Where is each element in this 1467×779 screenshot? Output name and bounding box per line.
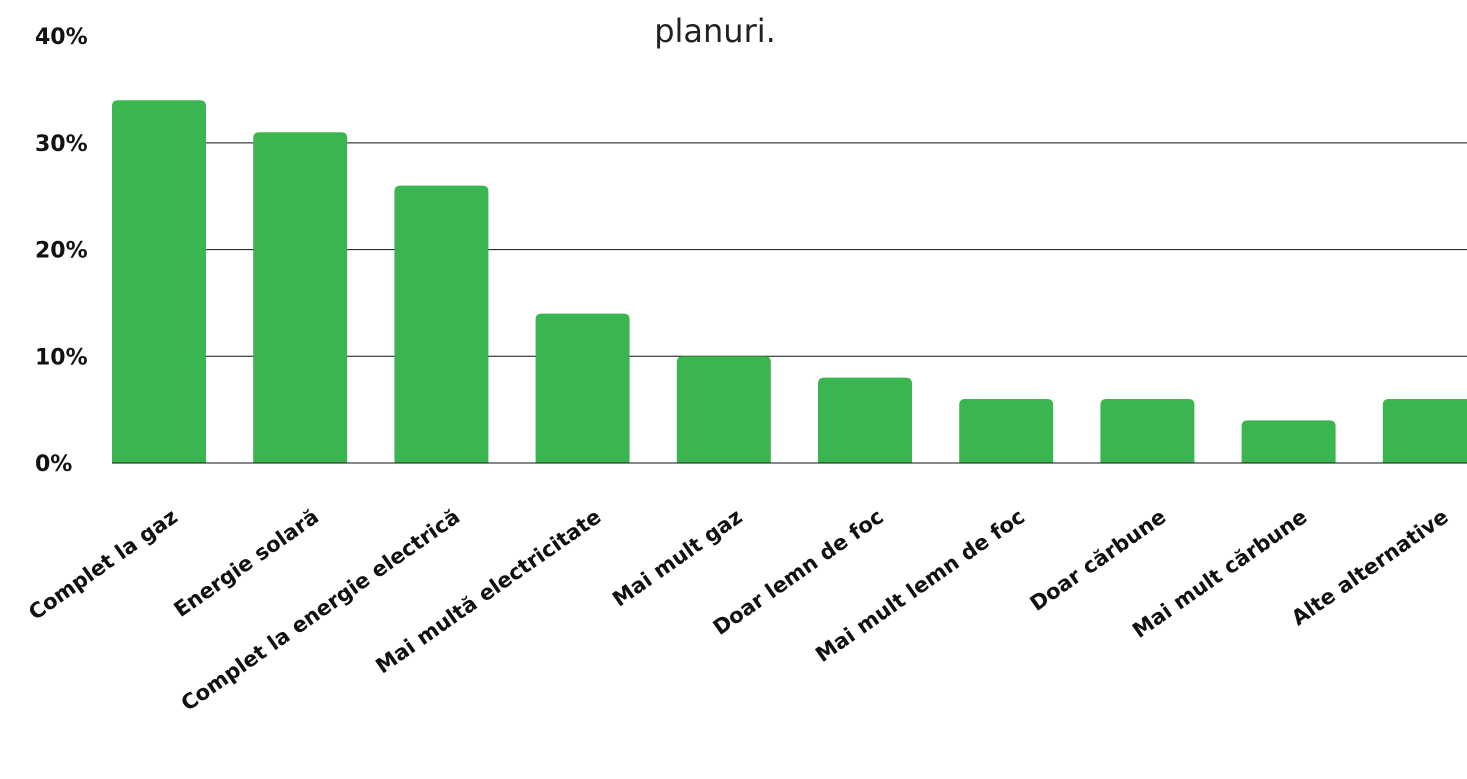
x-tick-label: Alte alternative <box>1287 504 1453 630</box>
bar <box>818 377 912 463</box>
y-tick-label: 40% <box>35 25 88 50</box>
bar <box>112 100 206 463</box>
x-tick-label: Doar cărbune <box>1026 504 1171 615</box>
bars <box>112 100 1467 464</box>
chart-title: planuri. <box>654 12 776 50</box>
y-tick-label: 10% <box>35 345 88 370</box>
x-tick-label: Complet la energie electrică <box>177 504 464 715</box>
x-tick-label: Complet la gaz <box>24 504 182 624</box>
bar <box>676 356 771 463</box>
y-tick-label: 0% <box>35 452 72 477</box>
x-tick-label: Mai mult gaz <box>608 504 747 611</box>
x-tick-label: Energie solară <box>170 504 323 621</box>
bar <box>1241 420 1336 463</box>
y-tick-label: 30% <box>35 132 88 157</box>
bar <box>1382 398 1467 463</box>
bar <box>1100 398 1195 463</box>
y-axis-ticks: 0% 10% 20% 30% 40% <box>35 25 88 477</box>
bar <box>394 185 489 463</box>
bar <box>535 313 630 463</box>
bar <box>253 132 348 464</box>
x-tick-label: Mai multă electricitate <box>371 504 605 678</box>
y-tick-label: 20% <box>35 239 88 264</box>
bar <box>959 398 1054 463</box>
